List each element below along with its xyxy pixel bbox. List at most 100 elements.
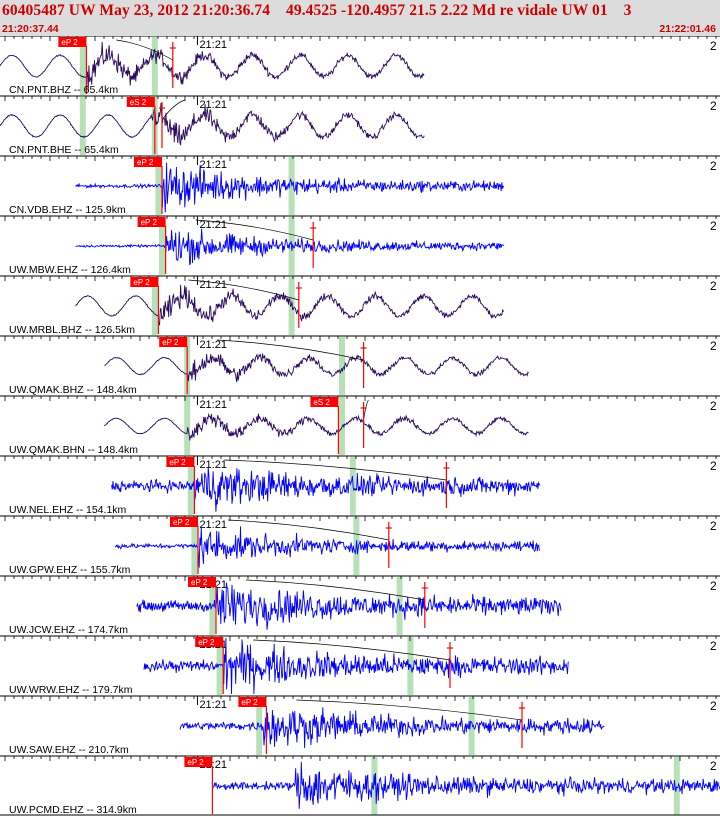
pick-label-text: eS 2 [130,98,147,107]
trace-panel: 21:21 2 eP 2 CN.VDB.EHZ -- 125.9km [0,155,720,216]
edge-number: 2 [710,279,717,293]
trace-panel: 21:21 2 eS 2 CN.PNT.BHE -- 65.4km [0,95,720,156]
travel-time-curve [245,579,425,601]
station-label: UW.JCW.EHZ -- 174.7km [9,624,128,636]
header-bar: 60405487 UW May 23, 2012 21:20:36.74 49.… [0,0,720,36]
minute-tick-label: 21:21 [199,159,227,171]
station-label: UW.PCMD.EHZ -- 314.9km [9,804,137,816]
s-window-band [151,37,158,95]
trace-panel: 21:21 2 eP 2 CN.PNT.BHZ -- 65.4km [0,36,720,96]
pick-label-text: eP 2 [162,338,179,347]
edge-number: 2 [710,459,717,473]
station-label: CN.VDB.EHZ -- 125.9km [9,204,126,216]
waveform-trace [104,353,529,383]
travel-time-curve [363,399,369,421]
waveform-trace [0,41,425,92]
minute-tick-label: 21:21 [199,699,227,711]
waveform-trace [0,102,425,146]
trace-panel: 21:21 2 eP 2 UW.SAW.EHZ -- 210.7km [0,695,720,756]
travel-time-curve [188,279,299,301]
travel-time-curve [195,219,314,241]
edge-number: 2 [710,519,717,533]
travel-time-curve [161,99,185,121]
trace-panel: 21:21 2eP 2UW.PCMD.EHZ -- 314.9km [0,755,720,816]
station-label: UW.NEL.EHZ -- 154.1km [9,504,127,516]
pick-label-box [195,637,224,647]
s-window-band [339,337,345,395]
station-label: UW.SAW.EHZ -- 210.7km [9,744,129,756]
trace-panel: 21:21 2 eP 2 UW.MRBL.BHZ -- 126.5km [0,275,720,336]
travel-time-curve [296,699,523,721]
station-label: UW.MRBL.BHZ -- 126.5km [9,324,135,336]
p-window-band [79,37,86,95]
pick-label-box [184,757,213,767]
edge-number: 2 [710,399,717,413]
pick-label-text: eP 2 [198,638,215,647]
station-label: UW.QMAK.BHZ -- 148.4km [9,384,137,396]
pick-label-box [238,697,267,707]
pick-label-box [166,457,195,467]
pick-label-text: eP 2 [141,218,158,227]
end-time-label: 21:22:01.46 [659,23,716,35]
pick-label-text: eP 2 [61,38,78,47]
station-label: CN.PNT.BHZ -- 65.4km [9,84,118,96]
station-label: UW.QMAK.BHN -- 148.4km [9,444,138,456]
station-label: UW.MBW.EHZ -- 126.4km [9,264,131,276]
minute-tick-label: 21:21 [199,39,227,51]
p-window-band [371,757,378,815]
station-label: CN.PNT.BHE -- 65.4km [9,144,119,156]
p-window-band [151,277,158,335]
trace-panel: 21:21 2 eS 2 UW.QMAK.BHN -- 148.4km [0,395,720,456]
p-window-band [155,157,162,215]
pick-label-box [130,277,159,287]
pick-label-text: eP 2 [187,758,204,767]
minute-tick-label: 21:21 [199,399,227,411]
travel-time-curve [217,339,364,361]
waveform-trace [211,761,720,809]
pick-label-box [310,397,339,407]
p-window-band [79,97,86,155]
s-window-band [673,757,680,815]
pick-label-text: eP 2 [241,698,258,707]
waveform-trace [143,637,569,695]
minute-tick-label: 21:21 [199,519,227,531]
travel-time-curve [253,639,451,661]
station-label: UW.WRW.EHZ -- 179.7km [9,684,133,696]
pick-label-text: eS 2 [313,398,330,407]
waveform-trace [114,526,540,568]
p-window-band [216,637,223,695]
minute-tick-label: 21:21 [199,339,227,351]
trace-panel: 21:21 2 eP 2 UW.QMAK.BHZ -- 148.4km [0,335,720,396]
pick-label-text: eP 2 [173,518,190,527]
waveform-trace [111,467,541,512]
edge-number: 2 [710,159,717,173]
pick-label-text: eP 2 [191,578,208,587]
edge-number: 2 [710,699,717,713]
trace-panel: 21:21 2 eP 2 UW.NEL.EHZ -- 154.1km [0,455,720,516]
edge-number: 2 [710,99,717,113]
edge-number: 2 [710,219,717,233]
edge-number: 2 [710,759,717,773]
minute-tick-label: 21:21 [199,99,227,111]
pick-label-box [126,97,155,107]
pick-label-box [58,37,87,47]
travel-time-curve [224,459,447,481]
waveform-trace [75,284,505,327]
edge-number: 2 [710,639,717,653]
travel-time-curve [116,39,173,61]
waveform-trace [136,582,562,630]
pick-label-box [134,157,162,167]
minute-tick-label: 21:21 [199,459,227,471]
pick-label-box [159,337,188,347]
edge-number: 2 [710,39,717,53]
seismogram-plot: 21:21 2 eP 2 CN.PNT.BHZ -- 65.4km 21:21 2 eS 2… [0,36,720,816]
trace-panel: 21:21 2 eP 2 UW.GPW.EHZ -- 155.7km [0,515,720,576]
station-label: UW.GPW.EHZ -- 155.7km [9,564,131,576]
event-title: 60405487 UW May 23, 2012 21:20:36.74 49.… [2,2,632,19]
p-window-band [184,397,191,455]
pick-label-text: eP 2 [137,158,154,167]
waveform-trace [104,412,529,441]
edge-number: 2 [710,339,717,353]
